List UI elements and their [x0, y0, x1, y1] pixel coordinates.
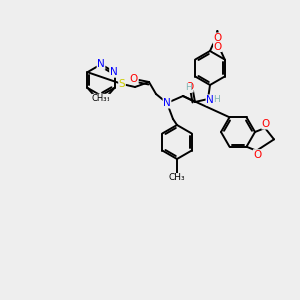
Text: O: O	[213, 33, 221, 43]
Text: N: N	[110, 67, 117, 77]
Text: CH₃: CH₃	[95, 94, 110, 103]
Text: H: H	[214, 95, 220, 104]
Text: O: O	[130, 74, 138, 84]
Text: CH₃: CH₃	[169, 173, 185, 182]
Text: O: O	[185, 82, 193, 92]
Text: N: N	[97, 59, 105, 69]
Text: H: H	[184, 83, 191, 92]
Text: N: N	[163, 98, 171, 108]
Text: O: O	[262, 119, 270, 129]
Text: N: N	[206, 95, 214, 105]
Text: CH₃: CH₃	[92, 94, 107, 103]
Text: S: S	[119, 79, 125, 89]
Text: O: O	[254, 150, 262, 160]
Text: O: O	[214, 41, 222, 52]
